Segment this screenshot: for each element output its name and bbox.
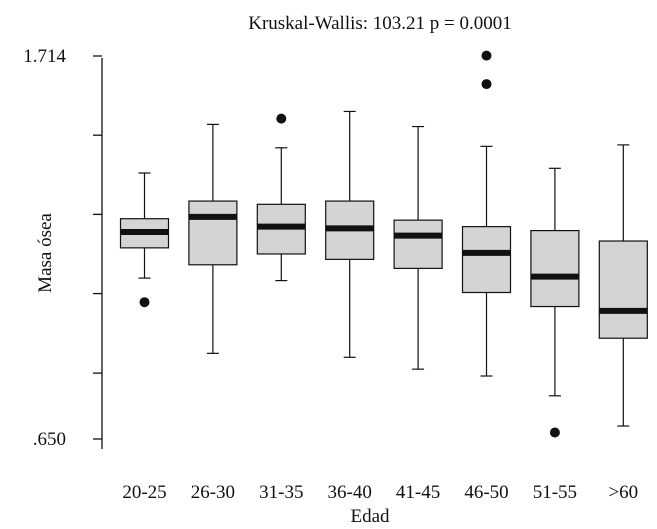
x-axis-tick-labels: 20-25 26-30 31-35 36-40 41-45 46-50 51-55 >60 — [122, 482, 638, 503]
x-tick-label: 51-55 — [533, 482, 577, 503]
box-plots — [119, 50, 648, 438]
outlier-point — [276, 113, 287, 124]
box-group-51-55 — [530, 167, 580, 438]
y-tick-label: .650 — [33, 429, 66, 450]
outlier-point — [481, 79, 492, 90]
box-group-41-45 — [393, 125, 443, 370]
outlier-point — [549, 427, 560, 438]
box-group-31-35 — [256, 113, 306, 282]
iqr-box — [393, 219, 443, 269]
x-tick-label: 20-25 — [122, 482, 166, 503]
outlier-point — [139, 297, 150, 308]
outlier-point — [481, 50, 492, 61]
y-axis-ticks: 1.714 .650 — [23, 46, 102, 450]
box-group-20-25 — [119, 172, 170, 308]
x-tick-label: 31-35 — [259, 482, 303, 503]
x-tick-label: 26-30 — [191, 482, 235, 503]
box-group-46-50 — [461, 50, 512, 377]
box-group-36-40 — [325, 110, 375, 358]
x-axis-label: Edad — [350, 506, 390, 527]
x-tick-label: 36-40 — [328, 482, 372, 503]
box-group-26-30 — [188, 123, 238, 354]
box-group->60 — [598, 144, 648, 427]
iqr-box — [530, 229, 580, 308]
chart-title: Kruskal-Wallis: 103.21 p = 0.0001 — [248, 13, 512, 34]
iqr-box — [598, 240, 648, 339]
iqr-box — [188, 200, 238, 266]
x-tick-label: >60 — [608, 482, 638, 503]
y-tick-label: 1.714 — [23, 46, 66, 67]
iqr-box — [461, 226, 512, 294]
x-tick-label: 41-45 — [396, 482, 440, 503]
y-axis-label: Masa ósea — [35, 213, 56, 293]
x-tick-label: 46-50 — [464, 482, 508, 503]
